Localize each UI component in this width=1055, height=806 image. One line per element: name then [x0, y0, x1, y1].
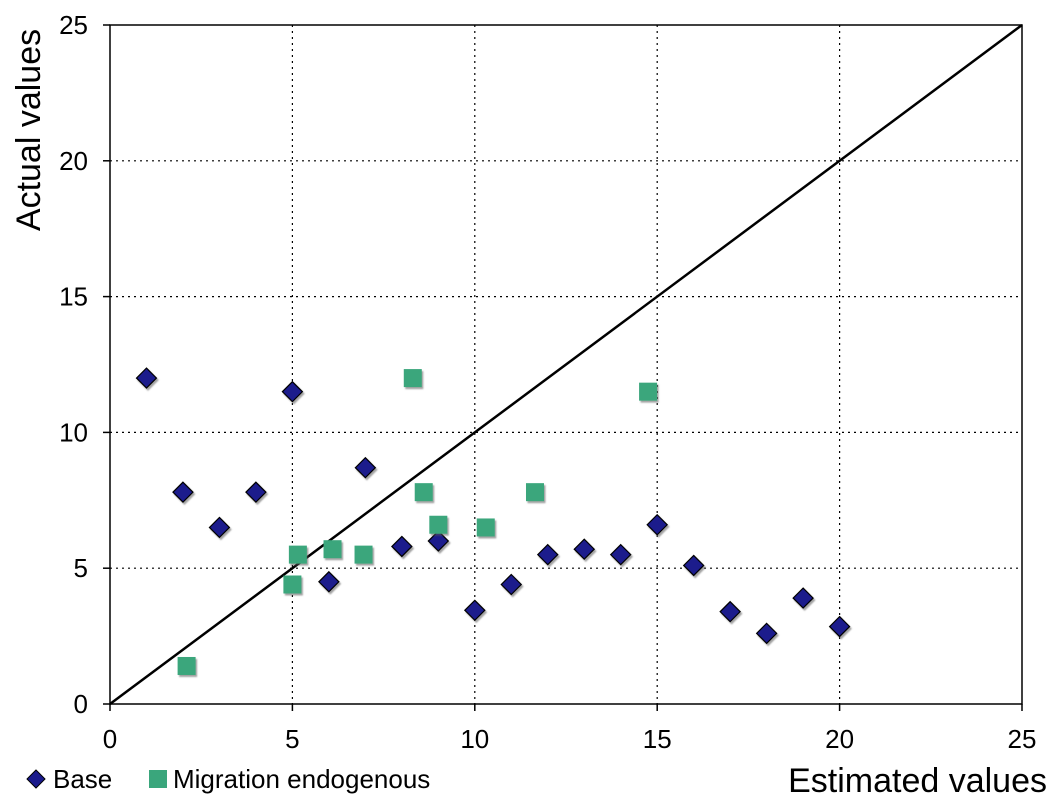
data-point-base	[390, 535, 413, 558]
data-point-base	[755, 622, 778, 645]
data-point-base	[354, 456, 377, 479]
legend-item-base: Base	[26, 764, 112, 794]
data-point-migration-endogenous	[323, 540, 342, 559]
data-point-migration-endogenous	[525, 483, 544, 502]
data-point-migration-endogenous	[283, 575, 302, 594]
data-point-base	[208, 516, 231, 539]
data-point-base	[609, 543, 632, 566]
data-point-base	[427, 530, 450, 552]
y-tick-label: 20	[59, 146, 88, 176]
data-point-migration-endogenous	[429, 515, 448, 534]
data-point-base	[792, 587, 814, 609]
series-layer	[135, 367, 851, 675]
y-tick-labels: 0 5 10 15 20 25	[59, 10, 88, 719]
tick-marks	[103, 24, 1023, 711]
x-tick-label: 0	[103, 724, 117, 754]
legend-label-base: Base	[53, 764, 112, 794]
data-point-migration-endogenous	[476, 518, 495, 537]
data-point-base	[573, 538, 596, 561]
data-point-base	[682, 554, 705, 577]
data-point-base	[245, 481, 267, 504]
x-tick-label: 5	[285, 724, 299, 754]
data-point-base	[281, 380, 304, 403]
y-tick-label: 10	[59, 417, 88, 447]
data-point-base	[646, 513, 669, 536]
x-tick-label: 15	[643, 724, 672, 754]
data-point-base	[463, 599, 486, 622]
data-point-base	[135, 367, 158, 389]
data-point-base	[172, 481, 194, 504]
x-tick-labels: 0 5 10 15 20 25	[103, 724, 1037, 754]
legend-label-migration-endogenous: Migration endogenous	[173, 764, 430, 794]
plot-border	[109, 24, 1023, 705]
y-tick-label: 15	[59, 282, 88, 312]
legend: Base Migration endogenous	[26, 764, 430, 794]
y-tick-label: 5	[74, 553, 88, 583]
reference-line-y-equals-x	[109, 23, 1023, 706]
x-axis-title: Estimated values	[788, 762, 1047, 800]
data-point-migration-endogenous	[403, 369, 422, 388]
legend-square-marker	[149, 770, 167, 788]
data-point-base	[828, 615, 851, 638]
data-point-base	[719, 600, 742, 623]
data-point-migration-endogenous	[414, 483, 433, 502]
data-point-base	[318, 570, 340, 593]
legend-diamond-marker	[26, 769, 46, 789]
x-tick-label: 25	[1008, 724, 1037, 754]
series-base	[135, 367, 851, 645]
x-tick-label: 10	[460, 724, 489, 754]
y-tick-label: 0	[74, 689, 88, 719]
y-tick-label: 25	[59, 10, 88, 40]
data-point-migration-endogenous	[177, 656, 196, 675]
data-point-migration-endogenous	[639, 382, 658, 401]
y-axis-title: Actual values	[10, 29, 48, 231]
x-tick-label: 20	[825, 724, 854, 754]
data-point-base	[500, 573, 523, 596]
series-migration-endogenous	[177, 369, 658, 675]
legend-item-migration-endogenous: Migration endogenous	[149, 764, 430, 794]
data-point-base	[536, 543, 559, 566]
data-point-migration-endogenous	[354, 545, 373, 564]
data-point-migration-endogenous	[288, 545, 307, 564]
